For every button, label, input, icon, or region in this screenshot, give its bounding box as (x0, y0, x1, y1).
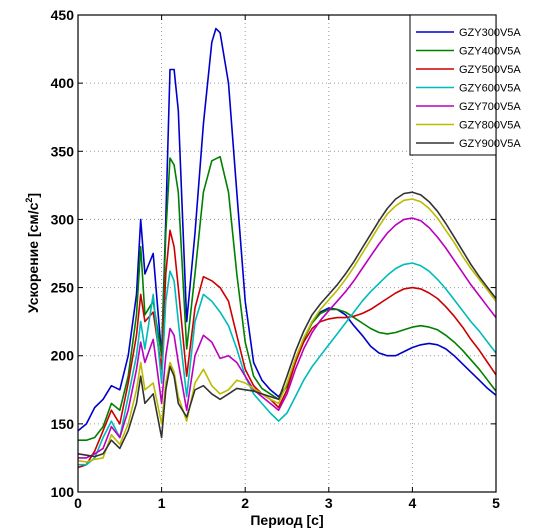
legend: GZY300V5A GZY400V5A GZY500V5A GZY600V5A GZY7… (409, 14, 521, 156)
tick-layer: 0 1 2 3 4 5 100 150 200 250 300 350 400 450 (51, 7, 500, 511)
legend-label-gzy900v5a: GZY900V5A (459, 138, 521, 150)
series-line-gzy500v5a (77, 229, 497, 469)
x-axis-label: Период [с] (250, 512, 323, 528)
series-layer (77, 27, 497, 469)
y-tick-label: 150 (51, 416, 75, 432)
series-line-gzy300v5a (77, 27, 497, 432)
y-tick-label: 200 (51, 348, 75, 364)
x-tick-label: 4 (409, 495, 417, 511)
y-tick-label: 350 (51, 143, 75, 159)
legend-label-gzy300v5a: GZY300V5A (459, 27, 521, 39)
y-axis-label: Ускорение [см/с2] (24, 193, 41, 313)
legend-label-gzy700v5a: GZY700V5A (459, 101, 521, 113)
legend-label-gzy500v5a: GZY500V5A (459, 64, 521, 76)
x-tick-label: 1 (158, 495, 166, 511)
x-tick-label: 2 (241, 495, 249, 511)
y-axis-label-tail: ] (25, 193, 41, 198)
y-tick-label: 300 (51, 211, 75, 227)
y-tick-label: 450 (51, 7, 75, 23)
plot-frame (77, 14, 497, 493)
series-line-gzy800v5a (77, 198, 497, 463)
legend-label-gzy600v5a: GZY600V5A (459, 83, 521, 95)
legend-box (409, 14, 497, 156)
y-axis-label-main: Ускорение [см/с (25, 202, 41, 313)
y-tick-label: 100 (51, 484, 75, 500)
y-tick-label: 400 (51, 75, 75, 91)
x-tick-label: 0 (74, 495, 82, 511)
x-tick-label: 5 (492, 495, 500, 511)
y-axis-label-superscript: 2 (24, 198, 34, 203)
legend-label-gzy400v5a: GZY400V5A (459, 46, 521, 58)
y-tick-label: 250 (51, 280, 75, 296)
series-line-gzy400v5a (78, 155, 497, 441)
series-line-gzy600v5a (78, 262, 497, 466)
x-tick-label: 3 (325, 495, 333, 511)
legend-label-gzy800v5a: GZY800V5A (459, 120, 521, 132)
series-line-gzy700v5a (78, 217, 497, 459)
series-line-gzy900v5a (77, 191, 497, 458)
